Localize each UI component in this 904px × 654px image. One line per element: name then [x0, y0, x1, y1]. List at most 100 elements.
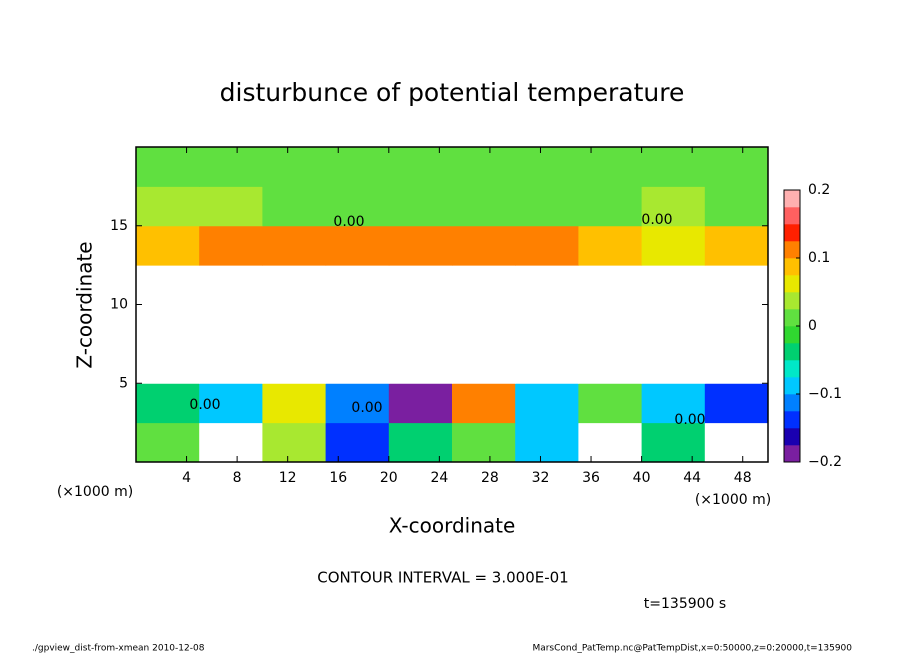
- x-axis-label: X-coordinate: [389, 514, 516, 538]
- heat-cell: [452, 422, 516, 463]
- x-tick-label: 36: [582, 470, 600, 486]
- heat-cell: [136, 383, 200, 424]
- heat-cell: [704, 147, 769, 187]
- heat-cell: [704, 343, 769, 384]
- x-tick-label: 20: [380, 470, 398, 486]
- colorbar-tick-label: 0.2: [808, 182, 830, 198]
- contour-label: 0.00: [641, 212, 672, 228]
- heat-cell: [136, 225, 200, 266]
- heat-cell: [515, 186, 579, 227]
- heat-cell: [325, 343, 390, 384]
- x-tick-label: 4: [182, 470, 191, 486]
- colorbar-swatch: [784, 207, 800, 225]
- heat-cell: [388, 383, 453, 424]
- colorbar-tick-label: 0.1: [808, 250, 830, 266]
- heat-cell: [388, 225, 453, 266]
- heat-cell: [136, 265, 200, 305]
- colorbar-swatch: [784, 445, 800, 463]
- heat-cell: [578, 304, 643, 345]
- heat-cell: [578, 265, 643, 305]
- heat-cell: [136, 343, 200, 384]
- contour-label: 0.00: [351, 400, 382, 416]
- x-tick-label: 28: [481, 470, 499, 486]
- heat-cell: [388, 265, 453, 305]
- heat-cell: [199, 186, 263, 227]
- heat-cell: [262, 147, 327, 187]
- heat-cell: [262, 186, 327, 227]
- x-tick-label: 48: [734, 470, 752, 486]
- heat-cell: [641, 383, 706, 424]
- heat-cell: [704, 383, 769, 424]
- heat-cell: [452, 265, 516, 305]
- y-tick-label: 10: [110, 297, 128, 313]
- heat-cell: [388, 422, 453, 463]
- heat-cell: [704, 225, 769, 266]
- heat-cell: [262, 383, 327, 424]
- x-tick-label: 44: [683, 470, 701, 486]
- y-unit: (×1000 m): [57, 484, 133, 500]
- heat-cell: [641, 422, 706, 463]
- x-unit: (×1000 m): [695, 492, 771, 508]
- heat-cell: [452, 147, 516, 187]
- colorbar-swatch: [784, 428, 800, 446]
- heat-cell: [515, 343, 579, 384]
- heat-cell: [388, 304, 453, 345]
- heat-cell: [578, 422, 643, 463]
- x-tick-label: 40: [633, 470, 651, 486]
- colorbar-tick-label: −0.2: [808, 454, 842, 470]
- x-tick-label: 8: [233, 470, 242, 486]
- heat-cell: [325, 225, 390, 266]
- heat-cell: [578, 225, 643, 266]
- heat-cell: [262, 225, 327, 266]
- y-tick-label: 15: [110, 218, 128, 234]
- heat-cell: [388, 343, 453, 384]
- colorbar-swatch: [784, 394, 800, 412]
- heat-cell: [452, 304, 516, 345]
- colorbar-swatch: [784, 224, 800, 242]
- heat-cell: [641, 265, 706, 305]
- colorbar-swatch: [784, 411, 800, 429]
- heat-cell: [199, 147, 263, 187]
- heat-cell: [641, 225, 706, 266]
- heat-cell: [515, 225, 579, 266]
- x-tick-label: 32: [532, 470, 550, 486]
- heat-cell: [199, 265, 263, 305]
- heat-cell: [199, 225, 263, 266]
- annotation: CONTOUR INTERVAL = 3.000E-01: [317, 569, 568, 587]
- heat-cell: [199, 383, 263, 424]
- heat-cell: [515, 265, 579, 305]
- x-tick-label: 16: [329, 470, 347, 486]
- contour-label: 0.00: [674, 412, 705, 428]
- x-tick-label: 24: [430, 470, 448, 486]
- heat-cell: [578, 147, 643, 187]
- heat-cell: [136, 304, 200, 345]
- heat-cell: [704, 265, 769, 305]
- heat-cell: [578, 383, 643, 424]
- heat-cell: [325, 304, 390, 345]
- colorbar-swatch: [784, 258, 800, 276]
- heat-cell: [578, 343, 643, 384]
- heat-cell: [262, 422, 327, 463]
- colorbar-swatch: [784, 292, 800, 310]
- colorbar-swatch: [784, 326, 800, 344]
- x-tick-label: 12: [279, 470, 297, 486]
- heat-cell: [452, 225, 516, 266]
- heat-cell: [136, 422, 200, 463]
- heat-cell: [199, 422, 263, 463]
- heat-cell: [325, 186, 390, 227]
- heat-cell: [199, 343, 263, 384]
- heat-cell: [325, 265, 390, 305]
- heat-cell: [704, 304, 769, 345]
- heat-cell: [578, 186, 643, 227]
- contour-label: 0.00: [189, 397, 220, 413]
- colorbar-swatch: [784, 309, 800, 327]
- footer-left: ./gpview_dist-from-xmean 2010-12-08: [32, 644, 205, 654]
- heat-cell: [388, 186, 453, 227]
- heat-cell: [704, 186, 769, 227]
- heat-cell: [641, 304, 706, 345]
- heat-cell: [388, 147, 453, 187]
- heat-cell: [515, 383, 579, 424]
- colorbar-swatch: [784, 360, 800, 378]
- colorbar-swatch: [784, 275, 800, 293]
